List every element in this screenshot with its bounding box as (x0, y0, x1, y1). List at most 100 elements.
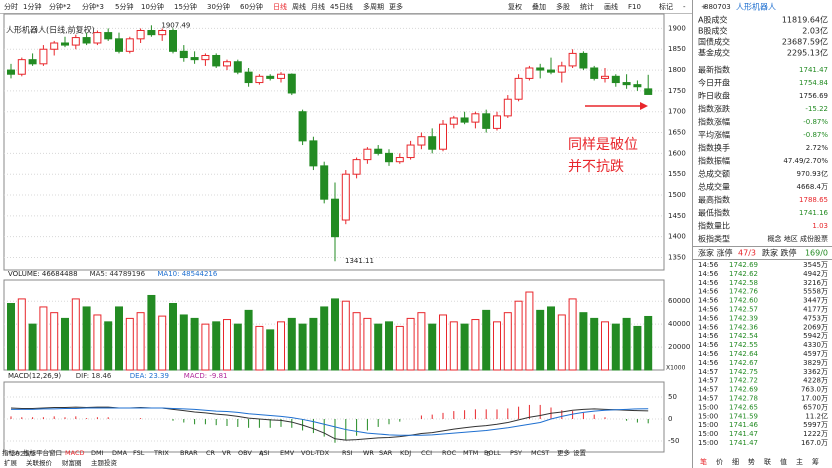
tool-button[interactable]: 叠加 (532, 2, 546, 11)
y-tick-label: 1800 (668, 66, 686, 74)
volume-bar (622, 317, 631, 371)
period-tab[interactable]: 分钟*3 (82, 2, 104, 11)
indicator-tab[interactable]: OBV (238, 449, 252, 457)
indicator-tab[interactable]: 指标A (2, 448, 20, 457)
tool-button[interactable]: + (701, 3, 707, 11)
stat-value: -0.87% (803, 131, 828, 139)
candle-body (169, 29, 177, 52)
candle-body (266, 75, 275, 79)
y-tick-label: 1500 (668, 191, 686, 199)
tool-button[interactable]: - (683, 3, 686, 11)
period-tab[interactable]: 月线 (311, 2, 325, 11)
indicator-tab[interactable]: VOL-TDX (301, 449, 330, 457)
indicator-tab[interactable]: DMI (91, 449, 104, 457)
candle-body (136, 29, 145, 40)
period-tab[interactable]: 5分钟 (115, 2, 133, 11)
trade-time: 14:56 (698, 297, 719, 305)
volume-bar (601, 321, 609, 371)
period-tab[interactable]: 周线 (292, 2, 306, 11)
sidebar-tab[interactable]: 价 (716, 458, 723, 466)
period-tab[interactable]: 分时 (4, 2, 18, 11)
tool-button[interactable]: 复权 (508, 2, 522, 11)
indicator-tab[interactable]: MCST (531, 449, 549, 457)
indicator-tab[interactable]: BOLL (484, 449, 501, 457)
indicator-tab[interactable]: EMV (280, 449, 295, 457)
tool-button[interactable]: 画线 (604, 2, 618, 11)
indicator-tab[interactable]: MACD (65, 449, 84, 457)
trade-price: 1742.72 (729, 377, 758, 385)
tool-button[interactable]: 多股 (556, 2, 570, 11)
sidebar-tab[interactable]: 细 (732, 457, 739, 466)
trade-price: 1742.62 (729, 270, 758, 278)
period-tab[interactable]: 更多 (389, 2, 403, 11)
indicator-tab[interactable]: 窗口 (49, 448, 62, 457)
sidebar-tab[interactable]: 势 (748, 457, 755, 466)
volume-bar (266, 329, 275, 371)
period-tab[interactable]: 分钟*2 (49, 2, 71, 11)
candle-body (104, 32, 113, 40)
indicator-tab[interactable]: 设置 (573, 448, 587, 457)
period-tab[interactable]: 15分钟 (174, 2, 197, 11)
trade-time: 14:56 (698, 288, 719, 296)
indicator-tab[interactable]: WR (363, 449, 374, 457)
indicator-tab[interactable]: 更多 (557, 448, 571, 457)
sidebar-tab[interactable]: 笔 (700, 457, 707, 466)
candle-body (590, 67, 599, 79)
trade-volume: 5942万 (803, 332, 828, 340)
trade-price: 1741.59 (729, 412, 758, 420)
period-tab[interactable]: 日线 (273, 2, 287, 11)
candle-body (7, 69, 15, 75)
period-tab[interactable]: 45日线 (330, 2, 353, 11)
volume-bar (244, 309, 253, 371)
candle-body (363, 148, 372, 161)
volume-bar (439, 314, 447, 371)
candle-body (277, 73, 285, 79)
period-tab[interactable]: 30分钟 (207, 2, 230, 11)
indicator-tab[interactable]: CCI (421, 449, 432, 457)
status-item[interactable]: 财富圈 (62, 458, 82, 467)
volume-bar (190, 317, 199, 371)
indicator-tab[interactable]: TRIX (153, 449, 169, 457)
sidebar-tab[interactable]: 筹 (812, 457, 819, 466)
trade-volume: 3829万 (803, 359, 828, 367)
candle-body (287, 73, 296, 94)
trade-price: 1742.64 (729, 350, 758, 358)
sidebar-tab[interactable]: 值 (780, 457, 787, 466)
stat-value: 970.93亿 (797, 169, 829, 178)
status-item[interactable]: 扩展 (4, 458, 18, 467)
indicator-tab[interactable]: ROC (442, 449, 457, 457)
indicator-tab[interactable]: DMA (112, 449, 128, 457)
tool-button[interactable]: F10 (628, 3, 641, 11)
period-tab[interactable]: 10分钟 (141, 2, 164, 11)
legend-entry: DEA: 23.39 (130, 372, 169, 380)
tool-button[interactable]: 标记 (659, 2, 673, 11)
candle-body (449, 117, 458, 125)
indicator-tab[interactable]: KDJ (400, 449, 411, 457)
candle-body (493, 115, 501, 129)
indicator-tab[interactable]: RSI (342, 449, 353, 457)
indicator-tab[interactable]: PSY (510, 449, 522, 457)
period-tab[interactable]: 1分钟 (23, 2, 41, 11)
tool-button[interactable]: 统计 (580, 2, 594, 11)
trade-volume: 763.0万 (801, 386, 828, 394)
indicator-tab[interactable]: MTM (463, 449, 478, 457)
indicator-tab[interactable]: FSL (133, 449, 145, 457)
indicator-tab[interactable]: 指标平台 (23, 448, 49, 457)
legend-entry: VOLUME: 46684488 (8, 270, 78, 278)
trade-price: 1741.46 (729, 421, 758, 429)
indicator-tab[interactable]: BRAR (180, 449, 198, 457)
sidebar-tab[interactable]: 主 (796, 457, 803, 466)
trade-volume: 4942万 (803, 270, 828, 278)
period-tab[interactable]: 60分钟 (240, 2, 263, 11)
y-tick-label: 1850 (668, 45, 686, 53)
period-tab[interactable]: 多周期 (363, 2, 384, 11)
status-item[interactable]: 关联报价 (26, 458, 53, 467)
status-item[interactable]: 主题投资 (91, 458, 118, 467)
volume-bar (71, 298, 80, 371)
indicator-tab[interactable]: ASI (259, 449, 270, 457)
sidebar-tab[interactable]: 联 (764, 457, 771, 466)
indicator-tab[interactable]: SAR (379, 449, 393, 457)
indicator-tab[interactable]: CR (206, 449, 216, 457)
indicator-tab[interactable]: VR (222, 449, 231, 457)
volume-bar (104, 321, 113, 371)
